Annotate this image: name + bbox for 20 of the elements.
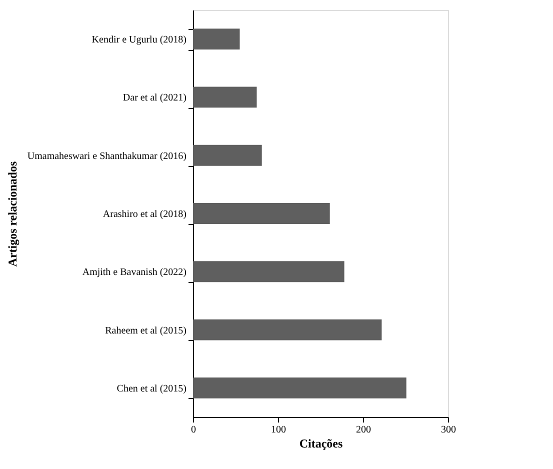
y-tick-label: Raheem et al (2015) — [105, 325, 186, 336]
x-tick-label: 0 — [191, 424, 196, 436]
x-tick-label: 200 — [356, 424, 371, 436]
y-tick-label: Amjith e Bavanish (2022) — [82, 267, 186, 278]
bar — [193, 377, 406, 398]
y-tick-label: Arashiro et al (2018) — [102, 209, 186, 220]
x-tick-label: 300 — [441, 424, 456, 436]
bar — [193, 144, 262, 166]
bar — [193, 28, 240, 50]
bar — [193, 261, 344, 282]
x-tick-label: 100 — [271, 424, 286, 436]
y-tick-label: Umamaheswari e Shanthakumar (2016) — [27, 150, 186, 162]
y-tick-label: Dar et al (2021) — [122, 92, 186, 104]
y-axis-title: Artigos relacionados — [5, 160, 20, 267]
bar — [193, 203, 330, 224]
y-tick-label: Kendir e Ugurlu (2018) — [92, 34, 186, 46]
x-axis-title: Citações — [299, 436, 343, 450]
bar — [193, 319, 382, 340]
bar — [193, 86, 257, 108]
y-tick-label: Chen et al (2015) — [116, 383, 186, 394]
